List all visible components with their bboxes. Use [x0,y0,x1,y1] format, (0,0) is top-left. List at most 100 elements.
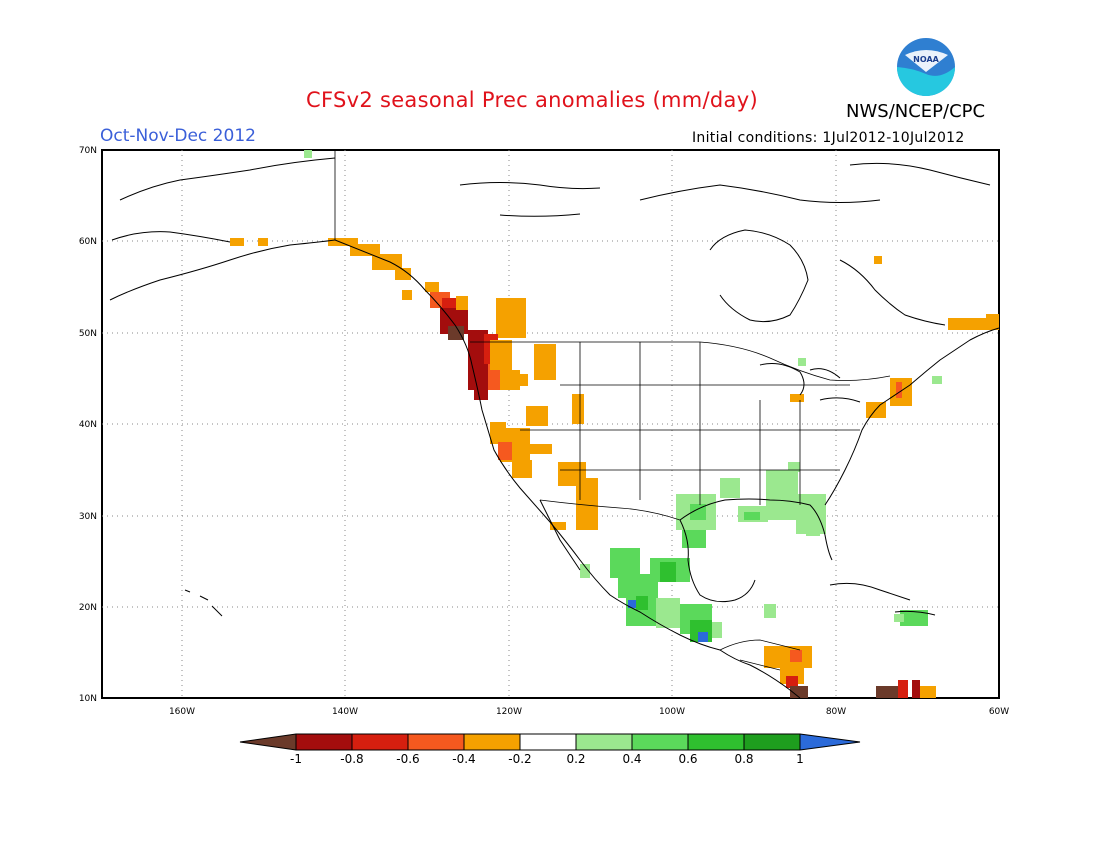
anomaly-cell-southeast [806,526,820,536]
lon-label: 100W [659,707,685,717]
anomaly-cell-northeast [896,382,902,398]
colorbar-label: 0.6 [678,752,697,766]
colorbar-cell-neutral [520,734,576,750]
colorbar-cell [576,734,632,750]
colorbar-cell [296,734,352,750]
anomaly-cell-mexico [764,604,776,618]
colorbar-cell [408,734,464,750]
lat-label: 20N [79,603,97,613]
initial-conditions-label: Initial conditions: 1Jul2012-10Jul2012 [692,130,965,146]
anomaly-cell-central-america [790,686,808,698]
agency-label: NWS/NCEP/CPC [846,101,986,122]
anomaly-cell-panhandle [395,268,411,280]
anomaly-cell-california [498,442,512,460]
colorbar-label: -1 [290,752,302,766]
colorbar-cell [352,734,408,750]
lon-label: 160W [169,707,195,717]
anomaly-cell-quebec [948,318,999,330]
anomaly-cell-mexico [720,478,740,498]
anomaly-cell-idaho [534,344,556,380]
lat-label: 50N [79,329,97,339]
longitude-labels: 160W 140W 120W 100W 80W 60W [169,707,1009,717]
anomaly-cell-quebec [986,314,999,320]
anomaly-cell-southeast [798,358,806,366]
anomaly-cell-pnw [474,388,488,400]
colorbar-label: 1 [796,752,804,766]
colorbar-label: 0.2 [566,752,585,766]
anomaly-cell-bc [456,296,468,310]
anomaly-cell-northeast [790,394,804,402]
anomaly-cell-pnw [488,364,500,390]
anomaly-cell-pnw [500,370,520,390]
map-frame [101,149,1000,699]
colorbar-label: -0.2 [508,752,531,766]
latitude-labels: 70N 60N 50N 40N 30N 20N 10N [79,146,97,704]
colorbar-cell [464,734,520,750]
anomaly-shading [230,150,999,698]
anomaly-cell-panhandle [328,238,358,246]
lat-label: 10N [79,694,97,704]
anomaly-cell-central-america [790,650,802,662]
anomaly-cell-central-america [786,676,798,688]
anomaly-cell-mexico [690,504,706,520]
anomaly-cell-southeast [744,512,760,520]
anomaly-cell-california [530,444,552,454]
anomaly-cell-south-america [876,686,898,698]
anomaly-cell-bc [448,326,464,340]
lat-label: 30N [79,512,97,522]
lat-label: 70N [79,146,97,156]
anomaly-cell-mexico [580,564,590,578]
anomaly-cell-mexico [636,596,648,610]
anomaly-cell-mexico [656,598,680,628]
anomaly-cell-arctic [304,150,312,158]
colorbar-label: -0.4 [452,752,475,766]
colorbar: -1 -0.8 -0.6 -0.4 -0.2 0.2 0.4 0.6 0.8 1 [239,733,861,766]
lon-label: 120W [496,707,522,717]
anomaly-cell-nevada [526,406,548,426]
anomaly-cell-hispaniola [900,610,928,626]
anomaly-cell-idaho [518,374,528,386]
anomaly-cell-california [512,460,532,478]
anomaly-cell-nevada [572,394,584,424]
lat-label: 40N [79,420,97,430]
colorbar-cell [632,734,688,750]
anomaly-cell-pnw [468,330,488,390]
anomaly-cell-mexico [610,548,640,578]
anomaly-cell-mexico [660,562,676,582]
noaa-logo: NOAA [897,38,955,96]
noaa-logo-text: NOAA [913,55,939,64]
anomaly-cell-central-america [764,646,812,668]
colorbar-cell [688,734,744,750]
anomaly-cell-panhandle [350,244,380,256]
coastlines [109,157,1000,699]
anomaly-cell-south-america [898,680,908,698]
anomaly-cell-alaska [258,238,268,246]
season-label: Oct-Nov-Dec 2012 [100,126,256,146]
anomaly-cell-alaska [230,238,244,246]
anomaly-cell-mexico [712,622,722,638]
colorbar-label: -0.6 [396,752,419,766]
colorbar-label: -0.8 [340,752,363,766]
anomaly-cell-panhandle [402,290,412,300]
anomaly-cell-south-america [920,686,936,698]
colorbar-arrow-low [240,734,296,750]
anomaly-cell-mexico [698,632,708,642]
lat-label: 60N [79,237,97,247]
anomaly-cell-pnw [490,340,512,370]
political-boundaries [334,150,891,671]
anomaly-cell-arizona [576,478,598,530]
colorbar-label: 0.4 [622,752,641,766]
anomaly-cell-panhandle [425,282,439,292]
anomaly-cell-mexico [628,600,636,608]
anomaly-cell-arizona [550,522,566,530]
anomaly-cell-quebec [874,256,882,264]
lon-label: 140W [332,707,358,717]
anomaly-cell-hispaniola [894,614,904,622]
lon-label: 60W [989,707,1009,717]
anomaly-cell-northeast [932,376,942,384]
colorbar-label: 0.8 [734,752,753,766]
colorbar-cell [744,734,800,750]
anomaly-cell-bc [496,298,526,338]
anomaly-cell-south-america [912,680,920,698]
